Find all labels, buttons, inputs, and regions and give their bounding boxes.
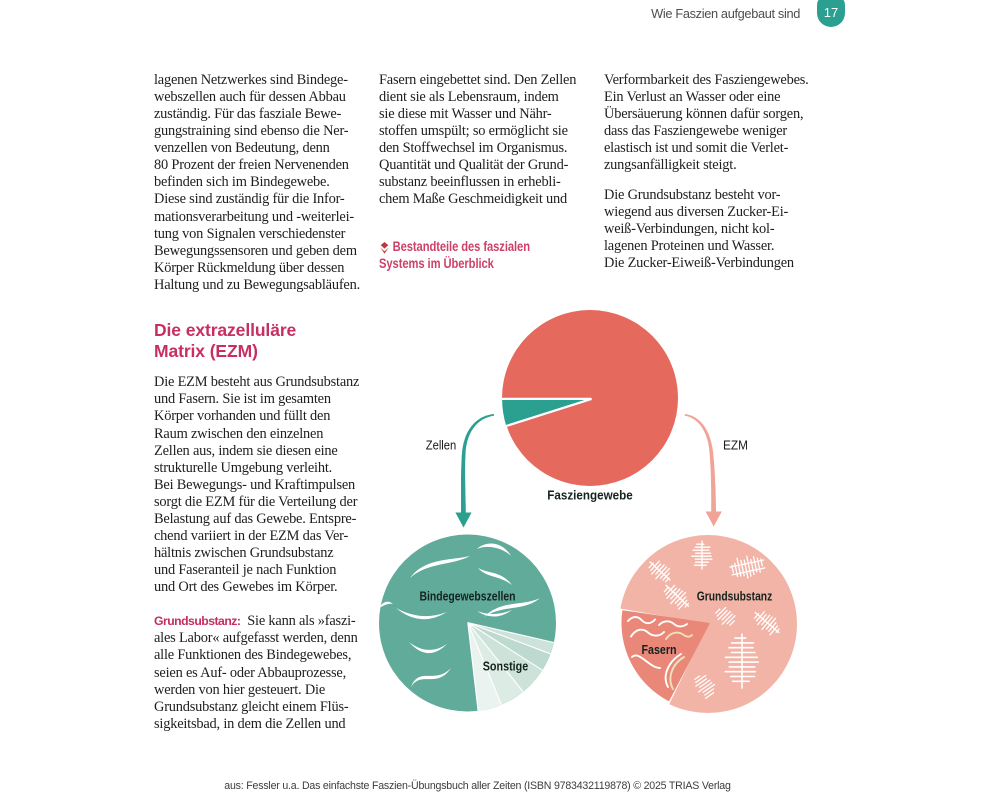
svg-text:Fasern: Fasern (642, 642, 677, 657)
svg-text:Zellen: Zellen (426, 438, 457, 453)
svg-text:Grundsubstanz: Grundsubstanz (697, 589, 773, 604)
svg-text:EZM: EZM (723, 438, 748, 453)
svg-text:Fasziengewebe: Fasziengewebe (547, 488, 633, 503)
svg-text:Sonstige: Sonstige (483, 659, 529, 674)
svg-text:Bindegewebszellen: Bindegewebszellen (420, 589, 516, 604)
